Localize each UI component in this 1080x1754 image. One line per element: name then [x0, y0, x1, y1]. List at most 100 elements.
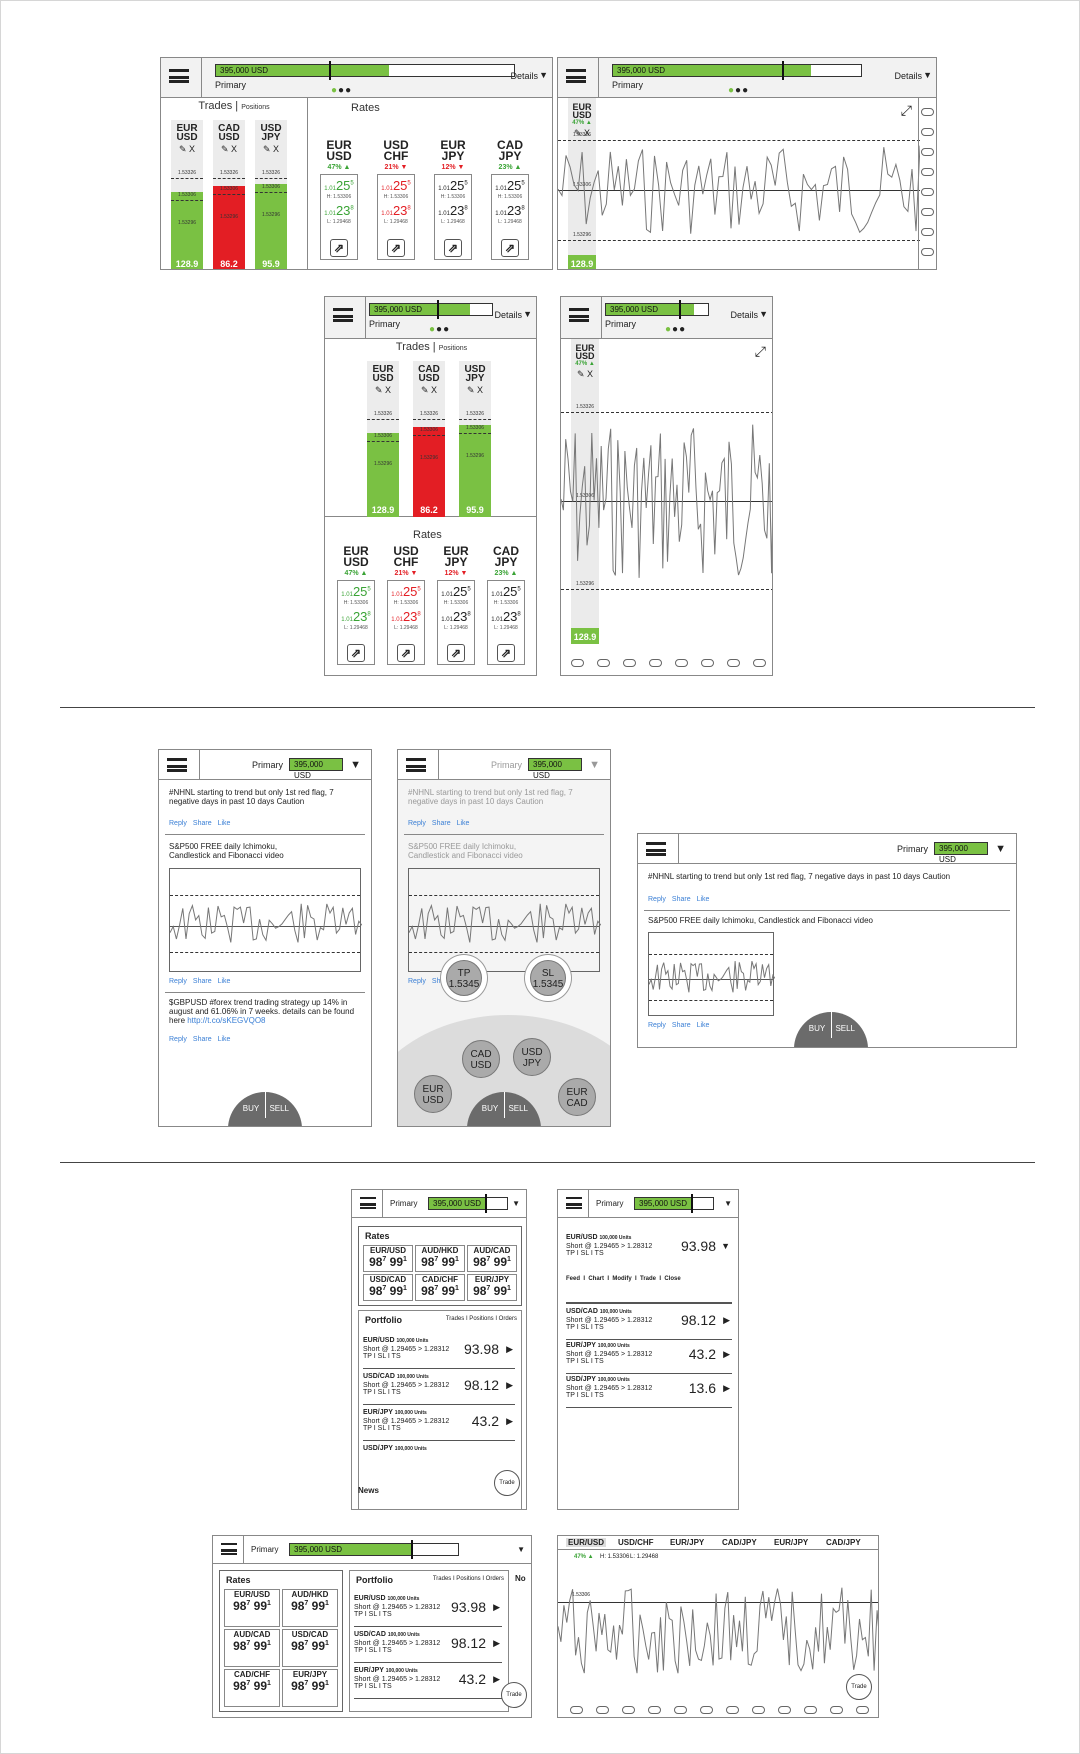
menu-icon[interactable] — [569, 308, 589, 322]
chevron-down-icon[interactable]: ▼ — [995, 843, 1006, 855]
trade-column[interactable]: EUR USD ✎ X 1.53326 1.53306 1.53296 128.9 — [367, 361, 399, 517]
balance-marker[interactable] — [437, 300, 440, 319]
position-row[interactable]: EUR/USD 100,000 Units Short @ 1.29465 > 1… — [363, 1335, 515, 1369]
chevron-down-icon[interactable]: ▼ — [724, 1199, 732, 1208]
bid-price[interactable]: 1.01255 — [435, 178, 471, 193]
rate-box[interactable]: 1.01255 H: 1.53306 1.01238 L: 1.29468 ⇗ — [434, 174, 472, 260]
menu-icon[interactable] — [360, 1197, 376, 1209]
news-title-cut[interactable]: No — [515, 1574, 526, 1583]
trade-button-icon[interactable]: ⇗ — [444, 239, 462, 257]
chevron-down-icon[interactable]: ▼ — [589, 759, 600, 771]
rate-cell[interactable]: EUR/JPY 987 991 — [282, 1669, 338, 1707]
menu-icon[interactable] — [406, 758, 426, 772]
chart-page-pill[interactable] — [622, 1706, 635, 1714]
chevron-right-icon[interactable]: ▶ — [493, 1638, 500, 1648]
sl-handle[interactable]: SL 1.5345 — [530, 960, 566, 996]
bid-price[interactable]: 1.01255 — [388, 584, 424, 599]
ask-price[interactable]: 1.01238 — [435, 203, 471, 218]
rate-box[interactable]: 1.01255 H: 1.53306 1.01238 L: 1.29468 ⇗ — [487, 580, 525, 665]
chevron-right-icon[interactable]: ▶ — [506, 1344, 513, 1354]
balance-marker[interactable] — [485, 1194, 488, 1213]
trade-bar[interactable]: 1.53306 1.53296 86.2 — [413, 427, 445, 517]
pair-bubble[interactable]: EUR USD — [414, 1075, 452, 1113]
chart-edit-close[interactable]: ✎ X — [573, 128, 591, 138]
chevron-down-icon[interactable]: ▼ — [721, 1241, 730, 1251]
buy-button[interactable]: BUY — [481, 1104, 499, 1113]
rate-cell[interactable]: AUD/HKD 987 991 — [415, 1245, 465, 1272]
position-tp-sl-ts[interactable]: TP I SL I TS — [363, 1425, 401, 1432]
post-action-reply[interactable]: Reply — [648, 1022, 666, 1029]
trade-button[interactable]: Trade — [846, 1674, 872, 1700]
trade-button[interactable]: Trade — [501, 1682, 527, 1708]
rate-card[interactable]: EUR USD 47% ▲ — [322, 139, 356, 171]
position-row[interactable]: EUR/JPY 100,000 Units Short @ 1.29465 > 1… — [566, 1340, 732, 1374]
menu-icon[interactable] — [333, 308, 353, 322]
ask-price[interactable]: 1.01238 — [338, 609, 374, 624]
balance-marker[interactable] — [691, 1194, 694, 1213]
positions-tab[interactable]: Positions — [438, 345, 468, 352]
rate-cell[interactable]: CAD/CHF 987 991 — [415, 1274, 465, 1301]
edit-close-icons[interactable]: ✎ X — [262, 144, 280, 154]
ask-price[interactable]: 1.01238 — [388, 609, 424, 624]
pair-tab[interactable]: USD/CHF — [618, 1538, 654, 1547]
position-row[interactable]: USD/CAD 100,000 Units Short @ 1.29465 > 1… — [566, 1306, 732, 1340]
post-action-share[interactable]: Share — [671, 1022, 691, 1029]
post-action-share[interactable]: Share — [192, 978, 212, 985]
trade-button-icon[interactable]: ⇗ — [501, 239, 519, 257]
chart-page-pill[interactable] — [727, 659, 740, 667]
post-link[interactable]: http://t.co/sKEGVQO8 — [187, 1016, 266, 1025]
rate-box[interactable]: 1.01255 H: 1.53306 1.01238 L: 1.29468 ⇗ — [377, 174, 415, 260]
post-action-like[interactable]: Like — [456, 820, 470, 827]
trade-column[interactable]: CAD USD ✎ X 1.53326 1.53306 1.53296 86.2 — [213, 120, 245, 269]
chart-page-pill[interactable] — [778, 1706, 791, 1714]
trade-bar[interactable]: 1.53306 1.53296 86.2 — [213, 186, 245, 269]
page-dots[interactable]: ●●● — [331, 85, 352, 96]
edit-close-icons[interactable]: ✎ X — [466, 385, 484, 395]
position-tp-sl-ts[interactable]: TP I SL I TS — [566, 1358, 604, 1365]
position-tp-sl-ts[interactable]: TP I SL I TS — [354, 1611, 392, 1618]
menu-icon[interactable] — [169, 69, 189, 83]
chart-page-pill[interactable] — [649, 659, 662, 667]
position-tp-sl-ts[interactable]: TP I SL I TS — [566, 1324, 604, 1331]
menu-icon[interactable] — [646, 842, 666, 856]
rate-box[interactable]: 1.01255 H: 1.53306 1.01238 L: 1.29468 ⇗ — [437, 580, 475, 665]
chart-page-pill[interactable] — [921, 108, 934, 116]
menu-icon[interactable] — [566, 69, 586, 83]
position-row[interactable]: EUR/USD 100,000 Units Short @ 1.29465 > 1… — [354, 1593, 502, 1627]
edit-close-icons[interactable]: ✎ X — [374, 385, 392, 395]
chart-page-pill[interactable] — [648, 1706, 661, 1714]
trade-column[interactable]: EUR USD ✎ X 1.53326 1.53306 1.53296 128.9 — [171, 120, 203, 269]
post-action-like[interactable]: Like — [696, 896, 710, 903]
menu-icon[interactable] — [221, 1543, 237, 1555]
position-tp-sl-ts[interactable]: TP I SL I TS — [363, 1353, 401, 1360]
chevron-down-icon[interactable]: ▼ — [539, 70, 548, 80]
trade-button[interactable]: Trade — [494, 1470, 520, 1496]
post-chart[interactable] — [408, 868, 601, 972]
chevron-right-icon[interactable]: ▶ — [506, 1380, 513, 1390]
chart-page-pill[interactable] — [623, 659, 636, 667]
rate-cell[interactable]: EUR/USD 987 991 — [363, 1245, 413, 1272]
details-dropdown[interactable]: Details — [510, 71, 538, 81]
chart-page-pill[interactable] — [921, 188, 934, 196]
position-row[interactable]: USD/CAD 100,000 Units Short @ 1.29465 > 1… — [363, 1371, 515, 1405]
menu-icon[interactable] — [167, 758, 187, 772]
rate-cell[interactable]: EUR/USD 987 991 — [224, 1589, 280, 1627]
balance-marker[interactable] — [781, 61, 784, 80]
portfolio-tabs[interactable]: Trades I Positions I Orders — [445, 1316, 517, 1322]
position-row[interactable]: EUR/JPY 100,000 Units Short @ 1.29465 > 1… — [354, 1665, 502, 1699]
sell-button[interactable]: SELL — [835, 1024, 856, 1033]
post-action-share[interactable]: Share — [192, 820, 212, 827]
page-dots[interactable]: ●●● — [728, 85, 749, 96]
post-action-like[interactable]: Like — [696, 1022, 710, 1029]
trade-bar[interactable]: 1.53306 1.53296 128.9 — [367, 433, 399, 517]
chevron-down-icon[interactable]: ▼ — [759, 309, 768, 319]
position-tp-sl-ts[interactable]: TP I SL I TS — [354, 1683, 392, 1690]
post-action-like[interactable]: Like — [217, 820, 231, 827]
trade-button-icon[interactable]: ⇗ — [397, 644, 415, 662]
bid-price[interactable]: 1.01255 — [438, 584, 474, 599]
pair-tab[interactable]: EUR/USD — [566, 1538, 607, 1547]
chevron-down-icon[interactable]: ▼ — [512, 1199, 520, 1208]
chart-page-pill[interactable] — [921, 148, 934, 156]
page-dots[interactable]: ●●● — [429, 324, 450, 335]
rate-cell[interactable]: AUD/CAD 987 991 — [467, 1245, 517, 1272]
